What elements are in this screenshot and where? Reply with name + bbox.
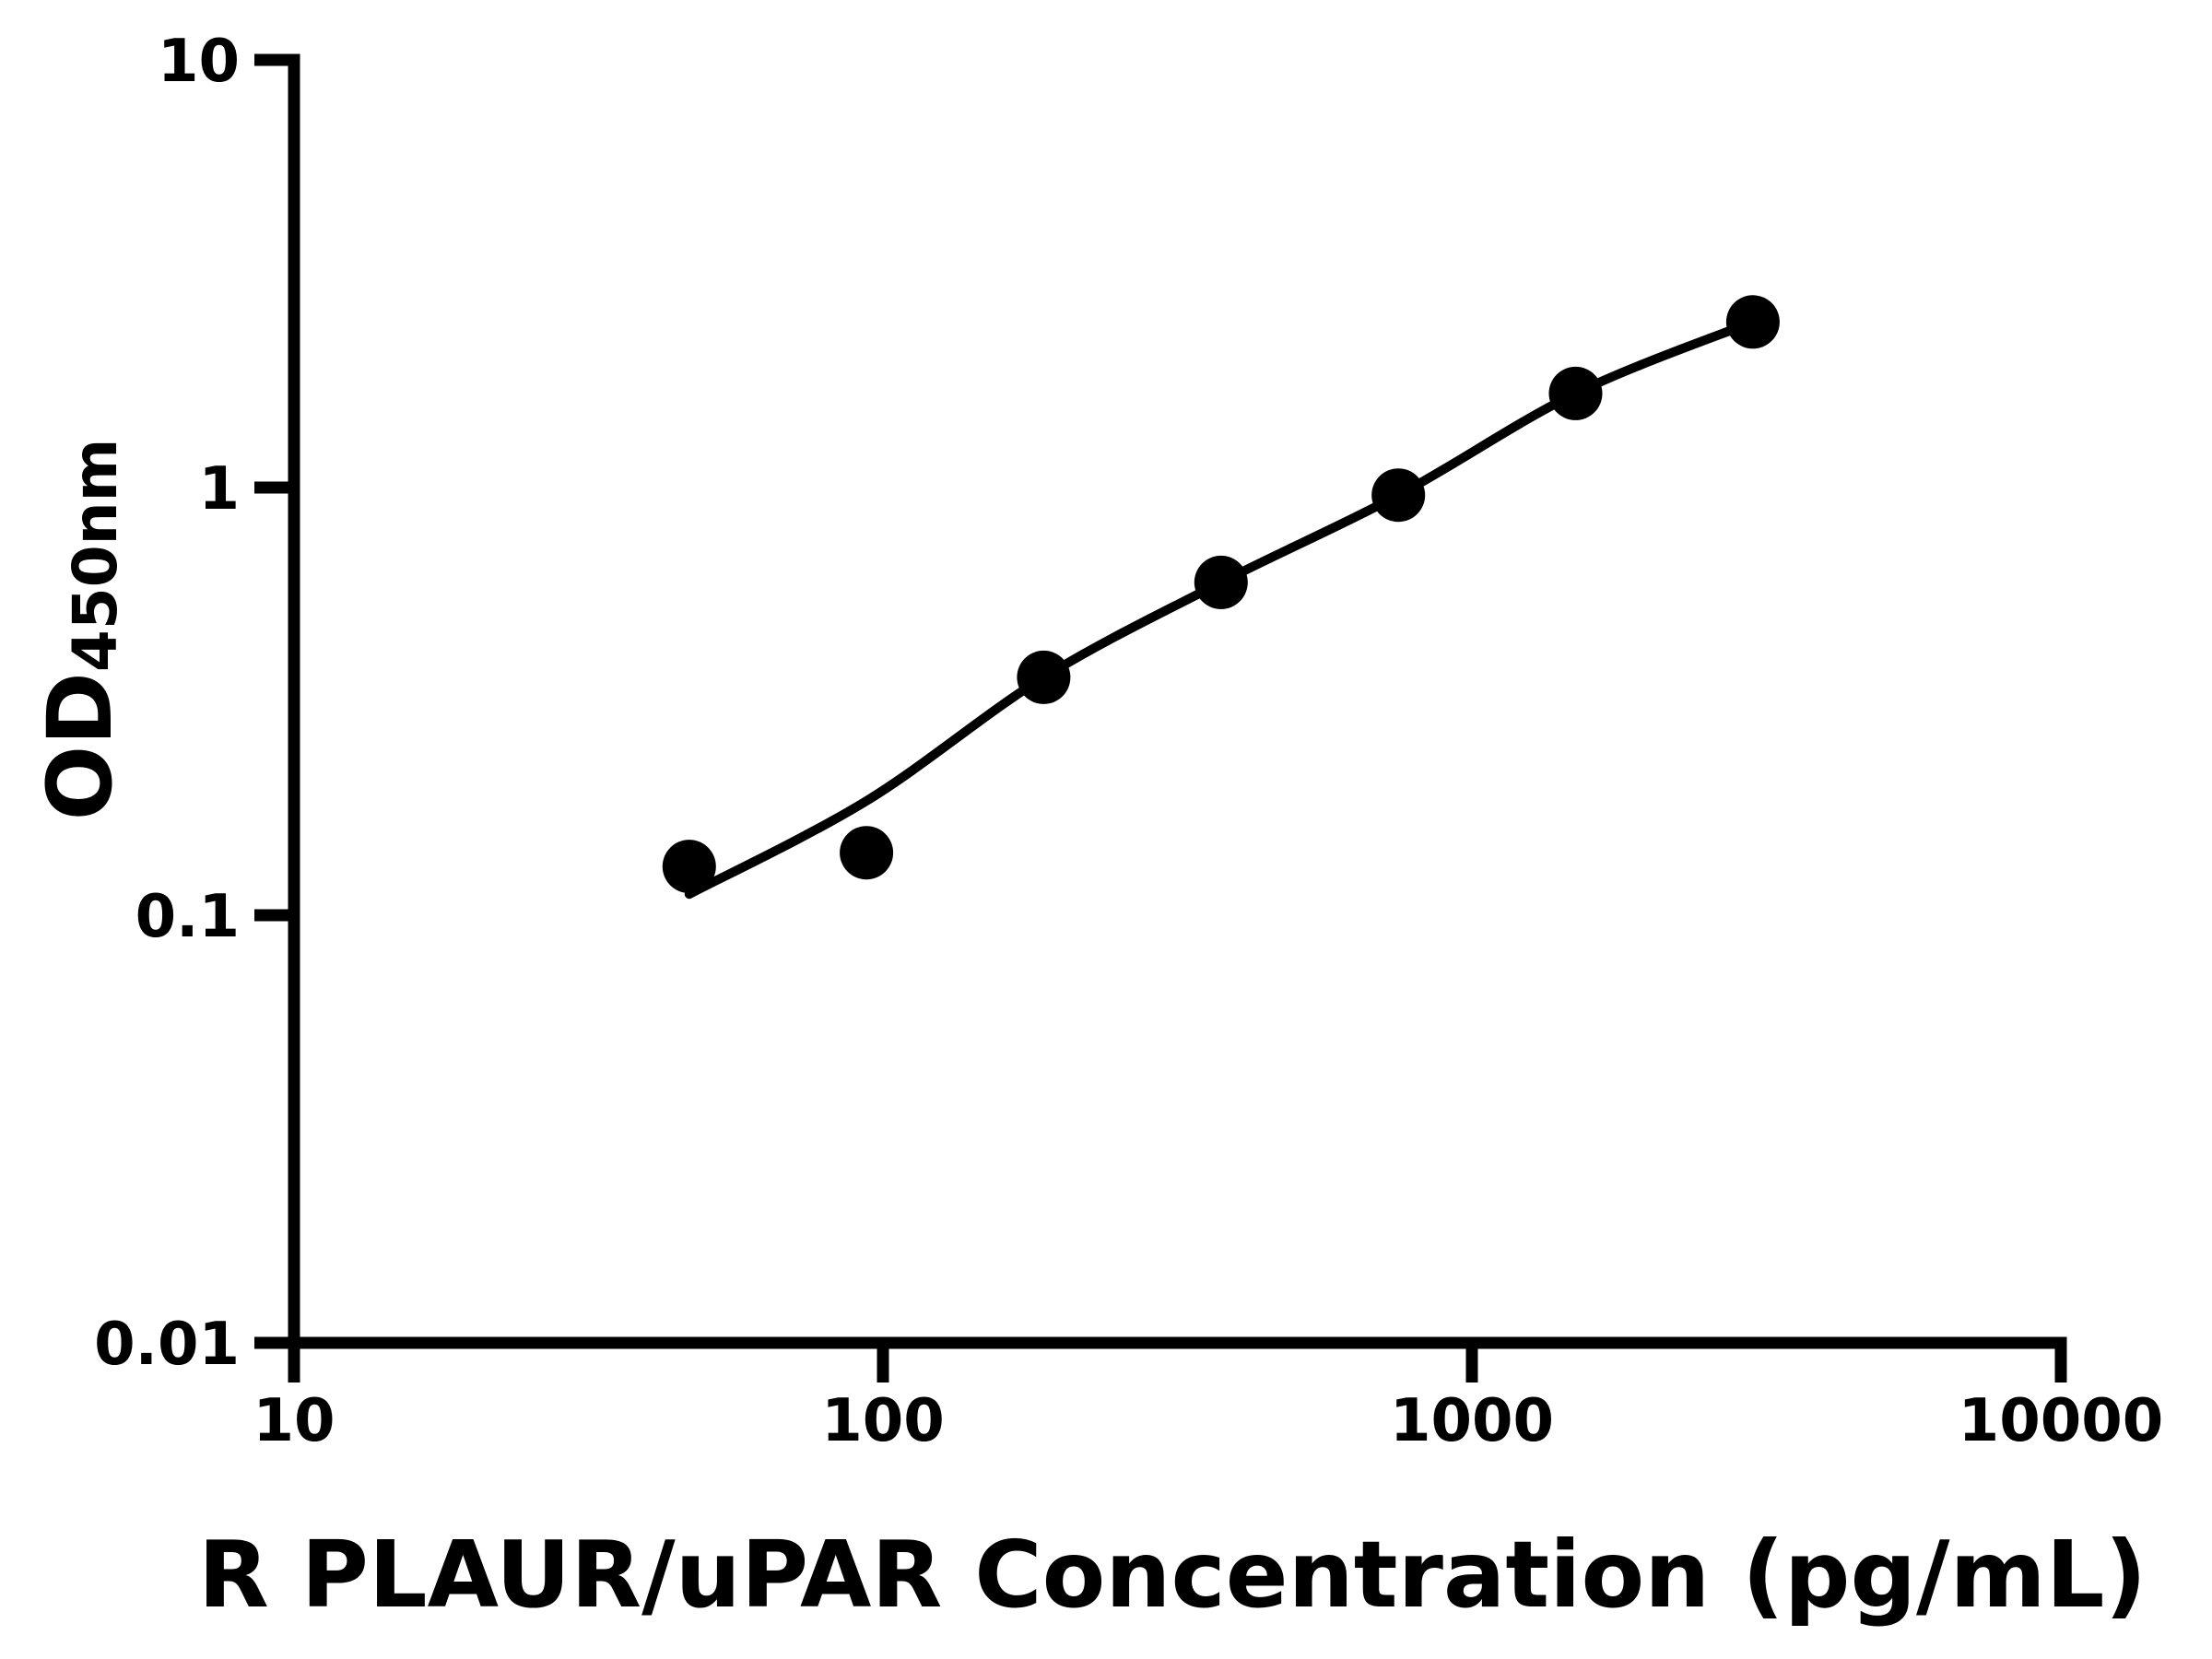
y-tick-label: 0.01: [94, 1311, 240, 1379]
y-tick-label: 0.1: [135, 883, 240, 951]
x-tick-label: 100: [821, 1387, 945, 1455]
data-point: [1725, 295, 1780, 349]
x-tick-label: 10000: [1959, 1387, 2164, 1455]
y-tick-label: 10: [158, 28, 240, 96]
x-tick-label: 10: [253, 1387, 335, 1455]
points-layer: [662, 295, 1780, 894]
y-axis-title-main: OD: [29, 672, 132, 820]
y-tick-label: 1: [198, 455, 240, 524]
x-tick-label: 1000: [1390, 1387, 1554, 1455]
y-axis-title-sub: 450nm: [60, 439, 131, 673]
x-axis-title: R PLAUR/uPAR Concentration (pg/mL): [198, 1521, 2147, 1629]
y-axis-title: OD450nm: [29, 439, 132, 821]
axes: [288, 53, 2067, 1349]
data-point: [1371, 468, 1426, 523]
data-point: [1548, 366, 1603, 420]
tick-marks: [254, 53, 2067, 1382]
data-point: [662, 840, 716, 894]
data-point: [1017, 650, 1071, 704]
data-point: [840, 826, 894, 880]
data-point: [1194, 555, 1248, 609]
